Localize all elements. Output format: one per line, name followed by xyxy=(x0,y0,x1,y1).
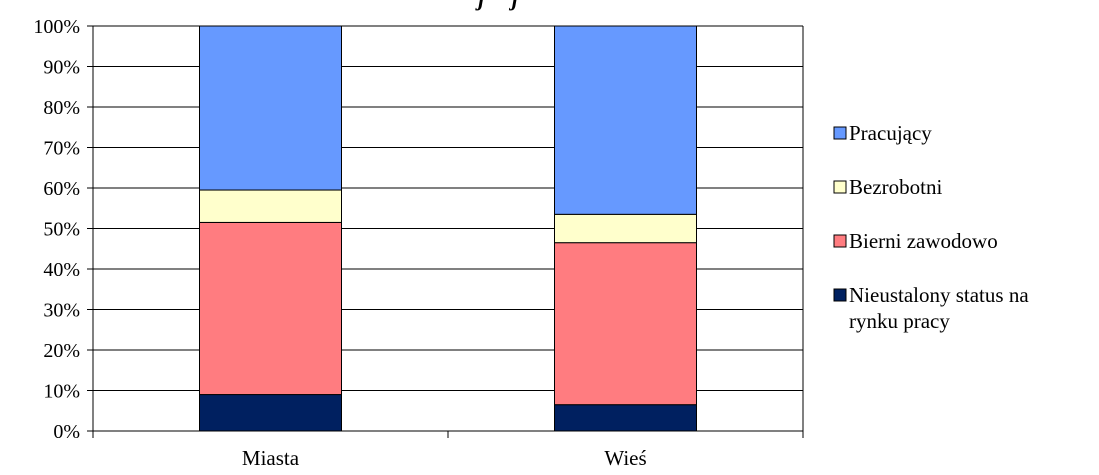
y-tick-label: 40% xyxy=(43,259,80,281)
x-category-label: Wieś xyxy=(604,446,646,470)
bars xyxy=(199,25,697,432)
bar-segment xyxy=(199,189,342,223)
legend: Pracujący Bezrobotni Bierni zawodowo Nieust… xyxy=(833,121,1029,333)
bar-segment xyxy=(554,404,697,432)
y-tick-label: 0% xyxy=(53,421,80,443)
legend-label: rynku pracy xyxy=(849,309,950,333)
bar-segment xyxy=(199,394,342,432)
y-tick-label: 80% xyxy=(43,97,80,119)
bar-segment xyxy=(554,25,697,215)
y-tick-label: 60% xyxy=(43,178,80,200)
legend-label: Bierni zawodowo xyxy=(849,229,998,253)
legend-swatch xyxy=(833,288,847,302)
bar-segment xyxy=(199,221,342,396)
bar-segment xyxy=(554,242,697,406)
y-tick-label: 90% xyxy=(43,57,80,79)
y-tick-label: 100% xyxy=(33,16,80,38)
chart-title-fragment: j j xyxy=(475,0,519,11)
y-tick-label: 70% xyxy=(43,138,80,160)
y-tick-label: 20% xyxy=(43,340,80,362)
legend-swatch xyxy=(833,234,847,248)
y-tick-label: 50% xyxy=(43,219,80,241)
legend-label: Bezrobotni xyxy=(849,175,942,199)
y-tick-label: 10% xyxy=(43,381,80,403)
legend-swatch xyxy=(833,180,847,194)
x-category-label: Miasta xyxy=(242,446,300,470)
y-tick-label: 30% xyxy=(43,300,80,322)
legend-label: Pracujący xyxy=(849,121,932,145)
legend-swatch xyxy=(833,126,847,140)
bar-segment xyxy=(554,213,697,244)
axes: 0% 10% 20% 30% 40% 50% 60% 70% 80% 90% 100% Miasta W… xyxy=(33,16,804,470)
legend-label: Nieustalony status na xyxy=(849,283,1029,307)
bar-segment xyxy=(199,25,342,191)
